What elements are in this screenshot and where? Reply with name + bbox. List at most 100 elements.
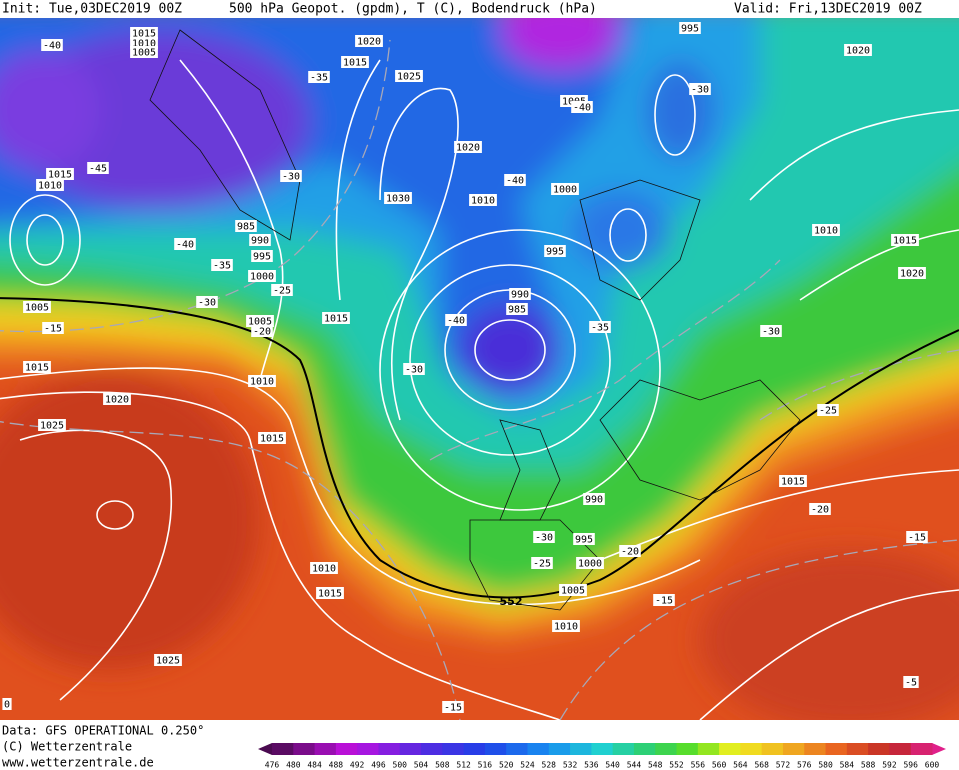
isobar-label-box [583,493,605,505]
isobar-label: 1015 [343,58,367,69]
isobar-label-box [573,533,595,545]
temperature-label: -20 [621,547,639,558]
temperature-label-box [906,531,928,543]
temperature-label: -30 [762,327,780,338]
isobar-label-box [23,301,51,313]
isobar-label: 1015 [25,363,49,374]
colorbar-label: 512 [456,761,471,770]
temperature-label: -40 [176,240,194,251]
temperature-label: -15 [908,533,926,544]
isobar-label: 990 [511,290,529,301]
temperature-label-box [251,325,273,337]
temperature-label: -5 [905,678,917,689]
isobar-label: 1030 [386,194,410,205]
temperature-label-box [619,545,641,557]
colorbar-label: 592 [882,761,897,770]
isobar-label: 1015 [48,170,72,181]
isobar-label: 1005 [248,317,272,328]
temperature-label: -40 [447,316,465,327]
isobar-label-box [46,168,74,180]
colorbar-label: 568 [754,761,769,770]
isotherms [0,39,959,720]
isobar-label-box [779,475,807,487]
isobar-label-box [509,288,531,300]
temperature-label: 0 [4,700,10,711]
temperature-label: -20 [253,327,271,338]
colorbar-swatch [293,743,316,755]
isobar-label: 1015 [260,434,284,445]
colorbar-swatch [633,743,656,755]
isobar-label-box [355,35,383,47]
isobar-label-box [812,224,840,236]
init-time: Init: Tue,03DEC2019 00Z [2,2,182,17]
temperature-label-box [533,531,555,543]
temperature-label: -40 [43,41,61,52]
temperature-label-box [211,259,233,271]
temperature-label-box [589,321,611,333]
isobar-label-box [38,419,66,431]
isobar-label: 1020 [900,269,924,280]
isobar-label: 1005 [25,303,49,314]
temperature-label-box [817,404,839,416]
temperature-label: -30 [691,85,709,96]
temperature-label-box [689,83,711,95]
isobar-label: 995 [575,535,593,546]
colorbar-label: 504 [414,761,429,770]
colorbar-end [258,743,272,755]
isobar-label: 1010 [38,181,62,192]
contour-552 [0,297,959,599]
isobar-label-box [23,361,51,373]
website: www.wetterzentrale.de [2,756,154,770]
isobar-label: 1015 [893,236,917,247]
isobars [0,59,959,720]
isobar-label-box [251,250,273,262]
colorbar-label: 544 [627,761,642,770]
isobar-label-box [559,584,587,596]
colorbar-swatch [527,743,550,755]
colorbar-swatch [506,743,528,755]
isobar-label-box [249,234,271,246]
isobar-label-box [552,620,580,632]
temperature-label: -40 [506,176,524,187]
colorbar-label: 580 [818,761,833,770]
colorbar-swatch [463,743,486,755]
temperature-label-box [809,503,831,515]
temperature-label-box [2,698,12,710]
temperature-label: -15 [444,703,462,714]
isobar-label: 1010 [814,226,838,237]
colorbar-label: 500 [393,761,408,770]
colorbar-swatch [612,743,635,755]
colorbar-label: 540 [605,761,620,770]
colorbar-swatch [357,743,379,755]
temperature-label: -25 [273,286,291,297]
temperature-label-box [42,322,64,334]
temperature-label-box [87,162,109,174]
isobar-label-box [258,432,286,444]
colorbar-label: 496 [371,761,386,770]
colorbar-label: 516 [478,761,493,770]
isobar-label-box [322,312,350,324]
colorbar-swatch [655,743,678,755]
colorbar-label: 492 [350,761,365,770]
colorbar-label: 564 [733,761,748,770]
isobar-label: 1015 [781,477,805,488]
temperature-label-box [308,71,330,83]
colorbar-swatch [825,743,848,755]
isobar-label: 1015 [318,589,342,600]
colorbar-label: 524 [520,761,535,770]
isobar-label: 1020 [357,37,381,48]
isobar-label: 1010 [471,196,495,207]
isobar-label: 1020 [105,395,129,406]
colorbar-label: 596 [903,761,918,770]
temperature-label: -35 [591,323,609,334]
isobar-label: 1010 [250,377,274,388]
isobar-label-box [844,44,872,56]
isobar-label: 1020 [456,143,480,154]
isobar-label: 1000 [250,272,274,283]
colorbar-swatch [570,743,592,755]
isobar-label-box [248,270,276,282]
temperature-label: -20 [811,505,829,516]
colorbar-label: 572 [776,761,791,770]
colorbar-swatch [782,743,805,755]
